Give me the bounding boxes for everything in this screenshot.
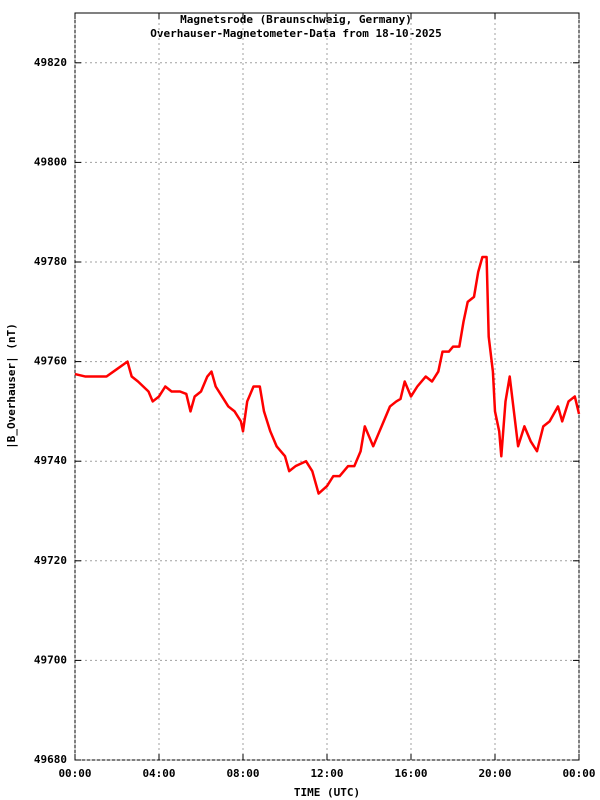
y-tick-label: 49780 [34, 255, 67, 268]
y-axis-label: |B_Overhauser| (nT) [5, 323, 18, 449]
x-tick-label: 00:00 [58, 767, 91, 780]
y-tick-label: 49740 [34, 454, 67, 467]
y-tick-label: 49680 [34, 753, 67, 766]
y-tick-label: 49820 [34, 56, 67, 69]
y-tick-label: 49700 [34, 653, 67, 666]
chart-title: Magnetsrode (Braunschweig, Germany) [180, 13, 412, 26]
plot-frame [74, 12, 580, 761]
x-axis-label: TIME (UTC) [294, 786, 360, 799]
x-tick-label: 12:00 [310, 767, 343, 780]
x-tick-label: 20:00 [478, 767, 511, 780]
chart-subtitle: Overhauser-Magnetometer-Data from 18-10-… [150, 27, 441, 40]
y-tick-label: 49760 [34, 355, 67, 368]
x-tick-label: 00:00 [562, 767, 595, 780]
x-tick-label: 16:00 [394, 767, 427, 780]
data-line [74, 255, 581, 495]
y-tick-label: 49800 [34, 155, 67, 168]
x-tick-label: 08:00 [226, 767, 259, 780]
x-tick-label: 04:00 [142, 767, 175, 780]
y-tick-label: 49720 [34, 554, 67, 567]
